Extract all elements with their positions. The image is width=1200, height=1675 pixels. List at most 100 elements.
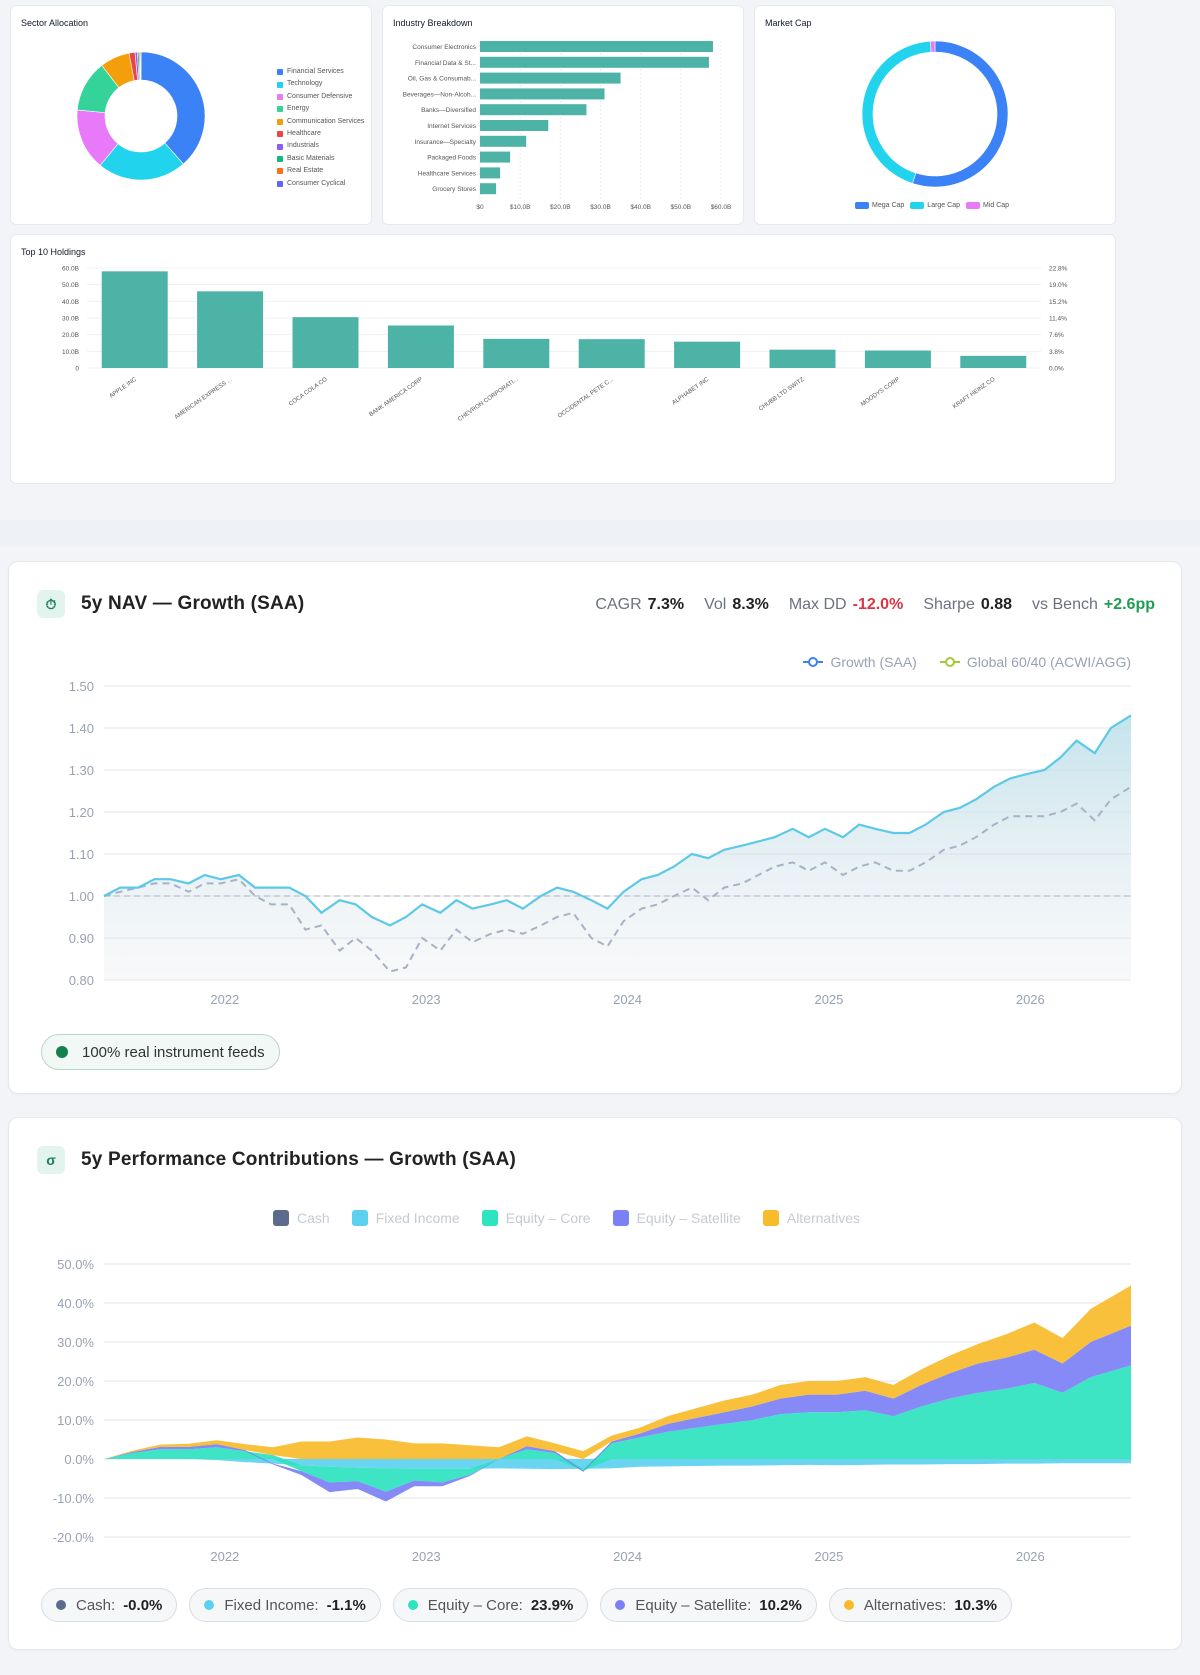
legend-label: Mid Cap — [983, 202, 1010, 209]
holdings-y2-tick: 7.6% — [1049, 332, 1064, 339]
legend-label: Basic Materials — [287, 154, 335, 162]
industry-breakdown-chart: $0 $10.0B $20.0B $30.0B $40.0B $50.0B $60.0B Co… — [403, 41, 732, 211]
pill-value: 10.2% — [759, 1596, 802, 1614]
sector-legend-item: Basic Materials — [277, 153, 364, 165]
section-separator — [0, 520, 1200, 546]
nav-stat: Sharpe 0.88 — [923, 596, 1012, 614]
market-cap-slice — [861, 40, 932, 184]
legend-label: Mega Cap — [872, 202, 905, 209]
nav-y-tick: 1.20 — [69, 805, 94, 820]
holdings-y2-tick: 15.2% — [1049, 299, 1068, 306]
legend-label: Real Estate — [287, 167, 324, 175]
nav-stat-value: 7.3% — [647, 596, 685, 613]
nav-legend[interactable]: Growth (SAA) Global 60/40 (ACWI/AGG) — [802, 654, 1131, 670]
industry-breakdown-card: Industry Breakdown $0 $10.0B $20.0B $30.0B $… — [382, 5, 744, 225]
legend-swatch — [277, 131, 283, 138]
data-source-badge: 100% real instrument feeds — [41, 1034, 280, 1070]
nav-x-tick: 2024 — [613, 992, 642, 1007]
pill-value: -1.1% — [326, 1596, 366, 1614]
legend-swatch — [910, 202, 925, 209]
contrib-legend-item[interactable]: Equity – Core — [481, 1210, 591, 1226]
top-holdings-card: Top 10 Holdings 60.0B 22.8% 50.0B 19.0% 40.0… — [10, 234, 1116, 484]
nav-stat: Max DD -12.0% — [789, 596, 903, 614]
contrib-title: 5y Performance Contributions — Growth (S… — [81, 1149, 517, 1170]
holdings-y-tick: 60.0B — [62, 266, 79, 273]
nav-y-tick: 1.50 — [69, 679, 94, 694]
holdings-bar — [483, 338, 550, 368]
industry-category-label: Packaged Foods — [427, 155, 477, 162]
legend-label: Financial Services — [287, 68, 344, 75]
pill-label: Fixed Income: — [224, 1596, 319, 1614]
nav-stat: vs Bench +2.6pp — [1032, 596, 1155, 614]
holdings-category-label: MOODYS CORP — [860, 377, 901, 408]
nav-benchmark-line — [103, 785, 1132, 973]
holdings-y2-tick: 19.0% — [1049, 282, 1068, 289]
holdings-y2-tick: 0.0% — [1049, 366, 1064, 373]
contrib-legend-item[interactable]: Equity – Satellite — [612, 1210, 741, 1226]
legend-swatch — [277, 143, 283, 150]
sector-legend-item: Real Estate — [277, 165, 364, 177]
nav-legend-item[interactable]: Global 60/40 (ACWI/AGG) — [939, 654, 1131, 670]
nav-stat: Vol 8.3% — [704, 596, 769, 614]
legend-label: Cash — [297, 1210, 330, 1226]
nav-stats: CAGR 7.3% Vol 8.3% Max DD -12.0% Sharpe 0.88 vs … — [595, 596, 1155, 614]
market-cap-slice — [930, 40, 936, 53]
holdings-category-label: APPLE INC — [109, 376, 139, 399]
legend-swatch — [277, 118, 283, 125]
contrib-y-tick: 40.0% — [57, 1296, 94, 1311]
industry-x-tick: $50.0B — [671, 204, 692, 211]
sector-allocation-title: Sector Allocation — [21, 18, 89, 28]
sector-legend-item: Healthcare — [277, 128, 364, 140]
contrib-legend[interactable]: Cash Fixed Income Equity – Core Equity – Sa… — [273, 1210, 860, 1226]
sector-legend-item: Energy — [277, 103, 364, 115]
holdings-bar — [864, 350, 931, 368]
industry-breakdown-title: Industry Breakdown — [393, 18, 473, 28]
pill-value: -0.0% — [123, 1596, 163, 1614]
holdings-bar — [197, 291, 264, 368]
sector-legend-item: Consumer Cyclical — [277, 178, 364, 190]
legend-marker — [944, 657, 955, 667]
nav-x-tick: 2025 — [814, 992, 843, 1007]
holdings-bar — [674, 341, 741, 368]
pill-value: 10.3% — [954, 1596, 997, 1614]
legend-swatch — [351, 1210, 368, 1226]
contrib-y-tick: -10.0% — [53, 1491, 95, 1506]
nav-title: 5y NAV — Growth (SAA) — [81, 593, 305, 614]
holdings-category-label: CHUBB LTD SWITZ — [758, 377, 806, 413]
legend-swatch — [277, 156, 283, 163]
nav-x-tick: 2022 — [210, 992, 239, 1007]
contrib-x-tick: 2025 — [814, 1549, 843, 1564]
contrib-y-tick: 20.0% — [57, 1374, 94, 1389]
legend-swatch — [762, 1210, 779, 1226]
contrib-summary-pill: Fixed Income: -1.1% — [189, 1588, 381, 1622]
contrib-summary-pill: Cash: -0.0% — [41, 1588, 178, 1622]
market-cap-legend-item: Mega Cap — [855, 202, 904, 209]
legend-label: Consumer Cyclical — [287, 179, 346, 187]
market-cap-legend-item: Mid Cap — [966, 202, 1009, 209]
holdings-category-label: OCCIDENTAL PETE C... — [557, 377, 615, 420]
market-cap-title: Market Cap — [765, 18, 812, 28]
contrib-legend-item[interactable]: Fixed Income — [351, 1210, 460, 1226]
top-holdings-chart: 60.0B 22.8% 50.0B 19.0% 40.0B 15.2% 30.0B 11.4%… — [62, 266, 1068, 423]
legend-line-marker-icon — [803, 657, 824, 667]
pill-label: Equity – Satellite: — [635, 1596, 752, 1614]
nav-stat-value: +2.6pp — [1103, 596, 1155, 613]
nav-header: ⏱ 5y NAV — Growth (SAA) — [37, 590, 304, 618]
nav-x-tick: 2023 — [412, 992, 441, 1007]
legend-label: Communication Services — [287, 117, 365, 125]
contrib-legend-item[interactable]: Cash — [273, 1210, 330, 1226]
legend-swatch — [277, 106, 283, 113]
nav-legend-item[interactable]: Growth (SAA) — [802, 654, 917, 670]
nav-stat-label: Sharpe — [923, 596, 975, 613]
legend-swatch — [612, 1210, 629, 1226]
market-cap-donut — [861, 40, 1009, 188]
legend-label: Healthcare — [287, 130, 321, 138]
contrib-card: σ 5y Performance Contributions — Growth … — [8, 1117, 1182, 1650]
nav-stat-label: Max DD — [788, 596, 847, 613]
contrib-legend-item[interactable]: Alternatives — [762, 1210, 860, 1226]
industry-x-tick: $60.0B — [711, 204, 732, 211]
nav-y-tick: 1.10 — [69, 847, 94, 862]
industry-category-label: Consumer Electronics — [412, 44, 476, 51]
legend-swatch — [277, 69, 283, 76]
sector-legend-item: Technology — [277, 78, 364, 90]
